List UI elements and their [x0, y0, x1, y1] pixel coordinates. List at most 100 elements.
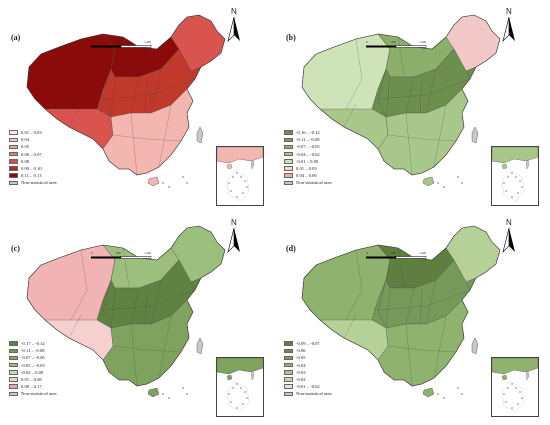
legend-label: -0.04 — [296, 362, 306, 368]
hainan-island — [422, 387, 435, 398]
panel-label: (a) — [11, 33, 21, 42]
legend-swatch — [9, 151, 18, 157]
legend-swatch — [284, 159, 293, 164]
legend-item: -0.09 – -0.07 — [284, 340, 332, 347]
legend-label: 0.04 – 0.06 — [296, 173, 317, 179]
province-boundary — [96, 279, 112, 321]
non-statistical-area — [471, 337, 479, 355]
legend-item: -0.04 — [284, 362, 332, 369]
legend-label: -0.06 — [296, 348, 306, 354]
legend: 0.01 – 0.03 0.04 0.05 0.06 – 0.07 0.08 0.09 –… — [9, 129, 57, 187]
province-boundary — [419, 78, 423, 114]
north-letter: N — [506, 218, 512, 227]
scale-label: 1,400 — [419, 251, 426, 255]
legend-swatch — [9, 180, 18, 186]
legend-label: -0.04 – -0.02 — [296, 151, 320, 157]
legend-swatch — [284, 348, 293, 354]
map-panel-a: (a) 0 700 1,400 N 0.01 – 0.03 0.04 0.05 0.06 – 0… — [3, 3, 273, 211]
hainan-island — [147, 387, 160, 398]
legend-item: -0.07 – -0.06 — [9, 354, 57, 361]
province-boundary — [102, 33, 116, 70]
legend-label: Non-statistical area — [21, 391, 57, 397]
province-boundary — [387, 134, 457, 142]
province-boundary — [377, 78, 471, 100]
legend-item-non-statistical: Non-statistical area — [9, 179, 57, 186]
legend-swatch — [284, 391, 293, 397]
legend-swatch — [9, 341, 18, 346]
china-map — [301, 225, 501, 399]
province-boundary — [68, 314, 82, 339]
country-border — [26, 225, 226, 387]
province-boundary — [377, 33, 391, 70]
province-boundary — [435, 48, 455, 70]
legend-label: -0.01 – -0.02 — [296, 384, 320, 390]
legend-label: -0.11 – -0.08 — [296, 137, 320, 143]
legend-label: 0.09 – 0.10 — [21, 165, 42, 171]
legend-label: Non-statistical area — [21, 180, 57, 186]
legend-swatch — [9, 355, 18, 361]
legend-label: -0.02 — [296, 376, 306, 382]
legend-item: -0.04 – -0.02 — [284, 151, 332, 158]
legend-swatch — [9, 166, 18, 171]
legend-item-non-statistical: Non-statistical area — [284, 179, 332, 186]
province-boundary — [425, 68, 437, 114]
province-boundary — [465, 66, 477, 72]
legend-swatch — [9, 377, 18, 382]
north-letter: N — [506, 7, 512, 16]
legend-swatch — [284, 377, 293, 382]
province-boundary — [158, 104, 172, 168]
legend-item: 0.05 — [9, 143, 57, 150]
province-boundary — [387, 345, 457, 353]
china-map — [26, 225, 226, 399]
province-boundary — [345, 38, 363, 110]
province-boundary — [70, 249, 88, 321]
hainan-island — [422, 176, 435, 187]
legend-label: -0.16 – -0.12 — [296, 130, 320, 135]
north-letter: N — [231, 218, 237, 227]
legend-item: 0.08 — [9, 158, 57, 165]
province-boundary — [445, 88, 463, 106]
legend-swatch — [9, 362, 18, 368]
province-boundary — [112, 345, 182, 353]
legend-item: 0.04 — [9, 136, 57, 143]
province-boundary — [397, 36, 405, 76]
scale-label: 1,400 — [144, 251, 151, 255]
legend-swatch — [284, 341, 293, 346]
legend-label: 0.08 — [21, 158, 30, 164]
province-boundary — [130, 287, 140, 325]
north-letter: N — [231, 7, 237, 16]
legend-label: -0.05 — [296, 355, 306, 361]
legend-swatch — [9, 370, 18, 375]
legend-label: 0.11 – 0.13 — [21, 173, 42, 179]
legend-item: -0.05 — [284, 354, 332, 361]
legend-label: 0.05 — [21, 144, 30, 150]
country-border — [301, 14, 501, 176]
legend-swatch — [9, 173, 18, 178]
legend-label: -0.01 – 0.00 — [296, 158, 319, 164]
map-panel-d: (d) 0 700 1,400 N -0.09 – -0.07 -0.06 -0.05 -0.0… — [278, 214, 548, 422]
province-boundary — [419, 289, 423, 325]
legend-item: -0.02 — [284, 376, 332, 383]
legend-item: 0.01 – 0.03 — [9, 129, 57, 136]
province-boundary — [435, 259, 455, 281]
province-boundary — [465, 277, 477, 283]
province-boundary — [130, 112, 138, 176]
province-boundary — [433, 104, 447, 168]
south-china-sea-inset — [491, 146, 539, 206]
province-boundary — [144, 289, 148, 325]
province-boundary — [190, 277, 202, 283]
legend-item: -0.02 – 0.00 — [9, 369, 57, 376]
legend-label: 0.01 – 0.08 — [21, 376, 42, 382]
province-boundary — [68, 103, 82, 128]
legend-swatch — [284, 144, 293, 150]
legend-item: 0.11 – 0.13 — [9, 172, 57, 179]
province-boundary — [102, 289, 196, 311]
legend-label: -0.17 – -0.12 — [21, 341, 45, 346]
country-border — [26, 14, 226, 176]
province-boundary — [377, 289, 471, 311]
legend-swatch — [284, 370, 293, 375]
legend-item-non-statistical: Non-statistical area — [9, 390, 57, 397]
scale-label: 1,400 — [419, 40, 426, 44]
legend-label: -0.09 – -0.07 — [296, 341, 320, 346]
province-boundary — [144, 78, 148, 114]
